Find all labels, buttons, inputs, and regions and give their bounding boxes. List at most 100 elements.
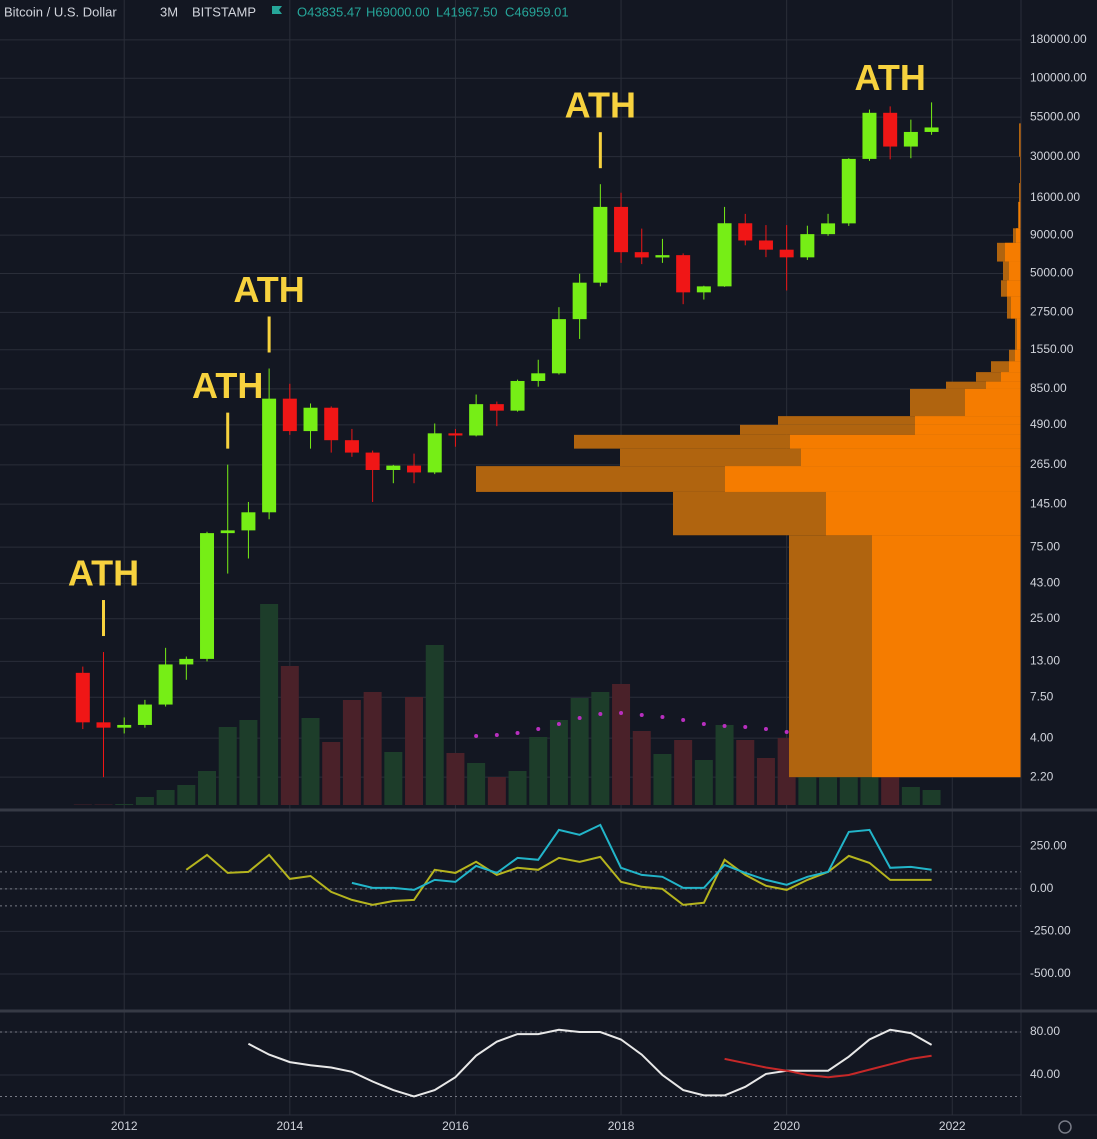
y-tick-label: 850.00 — [1030, 381, 1067, 395]
candle-body — [303, 407, 318, 432]
volume-bar — [694, 760, 713, 805]
volume-average-dot — [619, 711, 624, 715]
candle-body — [655, 255, 670, 258]
y-tick-label: 2750.00 — [1030, 305, 1074, 319]
indicator-line — [724, 1054, 932, 1079]
y-tick-label: 250.00 — [1030, 839, 1067, 853]
settings-icon[interactable] — [1058, 1120, 1072, 1134]
volume-bar — [301, 718, 320, 805]
candle-body — [758, 240, 773, 250]
y-tick-label: 5000.00 — [1030, 266, 1074, 280]
y-tick-label: 145.00 — [1030, 496, 1067, 510]
candle-body — [158, 664, 173, 705]
volume-bar — [280, 666, 299, 805]
y-tick-label: -250.00 — [1030, 924, 1071, 938]
ath-annotation: ATH — [68, 553, 139, 594]
candle-body — [717, 223, 732, 287]
volume-bar — [115, 804, 134, 805]
volume-bar — [218, 727, 237, 805]
x-tick-label: 2020 — [773, 1119, 800, 1133]
candle-body — [841, 158, 856, 224]
volume-bar — [922, 790, 941, 805]
volume-average-dot — [536, 727, 541, 731]
candle-body — [137, 704, 152, 725]
volume-average-dot — [722, 724, 727, 728]
candle-body — [862, 112, 877, 159]
volume-average-dot — [598, 712, 603, 716]
x-tick-label: 2016 — [442, 1119, 469, 1133]
y-tick-label: 2.20 — [1030, 769, 1054, 783]
profile-bar — [1007, 280, 1021, 297]
exchange: BITSTAMP — [192, 4, 256, 19]
volume-bar — [94, 804, 113, 805]
candle-body — [489, 404, 504, 411]
volume-bar — [715, 725, 734, 805]
profile-bar — [1009, 361, 1021, 373]
profile-bar — [826, 491, 1021, 536]
volume-average-dot — [577, 716, 582, 720]
candle-body — [738, 223, 753, 241]
profile-bar — [976, 372, 1021, 382]
candle-body — [427, 433, 442, 473]
ohlc-high: H69000.00 — [366, 4, 430, 19]
candle-body — [572, 282, 587, 320]
volume-bar — [198, 771, 217, 805]
volume-average-dot — [681, 718, 686, 722]
indicator-line — [351, 823, 932, 891]
candle-body — [821, 223, 836, 235]
y-tick-label: 180000.00 — [1030, 32, 1087, 46]
ath-annotation: ATH — [565, 85, 636, 126]
volume-average-dot — [660, 715, 665, 719]
profile-bar — [1011, 296, 1021, 319]
y-tick-label: 13.00 — [1030, 654, 1060, 668]
candle-body — [117, 724, 132, 728]
y-tick-label: 43.00 — [1030, 576, 1060, 590]
profile-bar — [946, 381, 1021, 389]
volume-bar — [135, 797, 154, 805]
profile-bar — [790, 434, 1021, 449]
volume-average-dot — [639, 713, 644, 717]
volume-bar — [363, 692, 382, 805]
profile-bar — [991, 361, 1021, 373]
volume-average-dot — [784, 730, 789, 734]
volume-bar — [674, 740, 693, 805]
volume-bar — [384, 752, 403, 805]
candle-body — [779, 249, 794, 258]
profile-bar — [965, 388, 1021, 417]
volume-bar — [798, 768, 817, 805]
y-tick-label: 30000.00 — [1030, 149, 1080, 163]
candle-body — [407, 465, 422, 473]
profile-bar — [1009, 261, 1021, 281]
volume-bar — [508, 771, 527, 805]
x-tick-label: 2022 — [939, 1119, 966, 1133]
candle-body — [883, 112, 898, 147]
profile-bar — [1005, 242, 1021, 262]
volume-bar — [591, 692, 610, 805]
ohlc-open: O43835.47 — [297, 4, 361, 19]
candle-body — [179, 658, 194, 665]
interval: 3M — [160, 4, 178, 19]
flag-icon[interactable] — [272, 6, 282, 14]
volume-bar — [425, 645, 444, 805]
profile-bar — [872, 535, 1021, 778]
candle-body — [676, 255, 691, 293]
profile-bar — [725, 466, 1021, 492]
volume-bar — [467, 763, 486, 805]
candle-body — [365, 452, 380, 470]
volume-average-dot — [743, 725, 748, 729]
candle-body — [634, 252, 649, 258]
profile-bar — [1016, 228, 1021, 243]
volume-bar — [342, 700, 361, 805]
candle-body — [344, 440, 359, 453]
profile-bar — [1019, 201, 1021, 229]
candle-body — [262, 398, 277, 513]
y-tick-label: 80.00 — [1030, 1024, 1060, 1038]
y-tick-label: 7.50 — [1030, 689, 1054, 703]
profile-bar — [1001, 372, 1021, 382]
profile-bar — [915, 416, 1021, 425]
candle-body — [75, 672, 90, 723]
candle-body — [800, 234, 815, 258]
volume-bar — [901, 787, 920, 805]
ath-annotation: ATH — [192, 365, 263, 406]
